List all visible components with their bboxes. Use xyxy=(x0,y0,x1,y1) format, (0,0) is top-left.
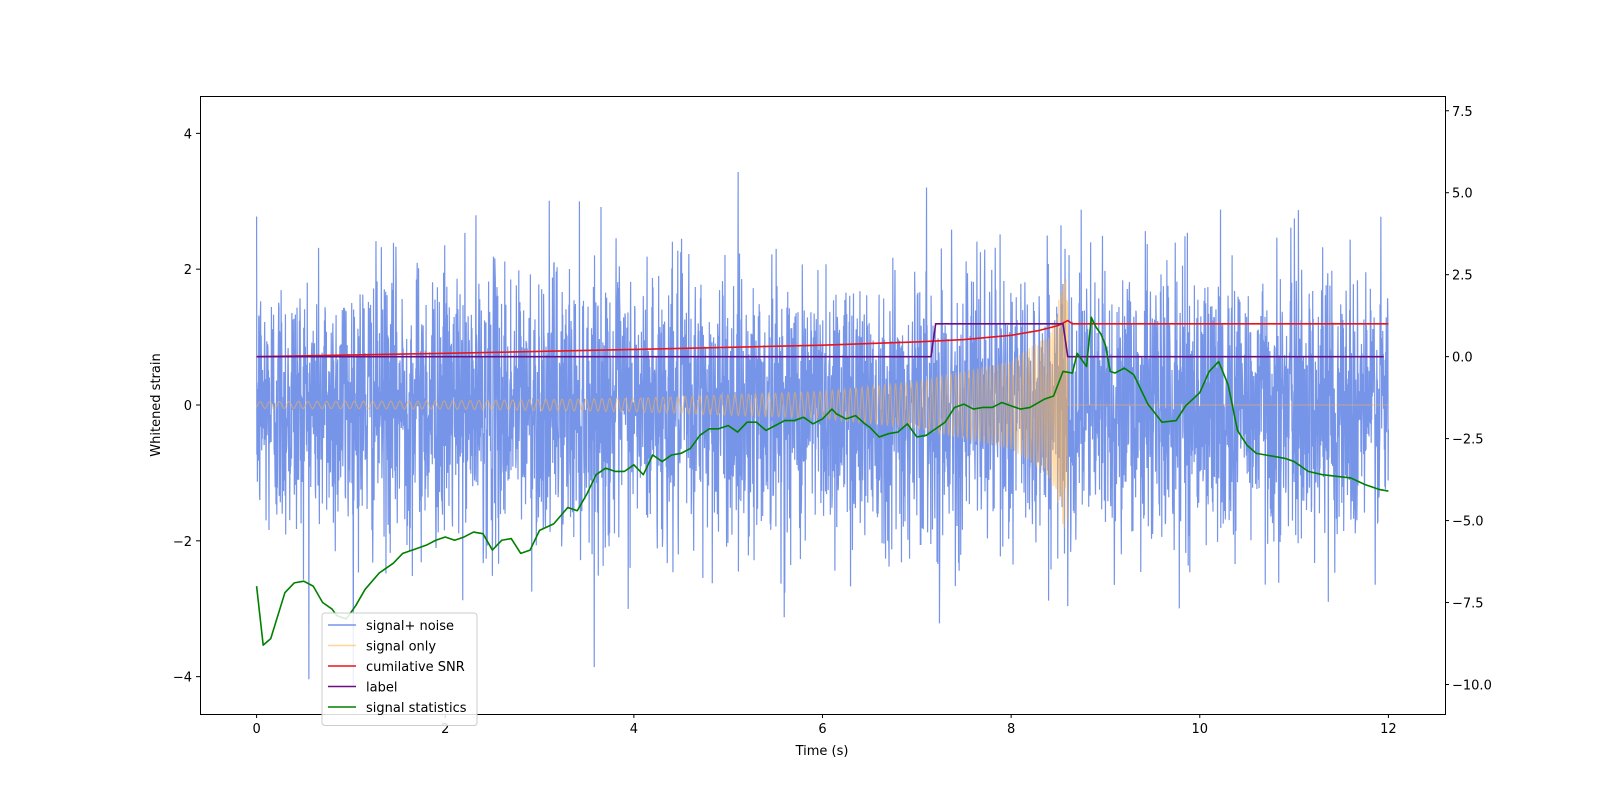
legend-label: label xyxy=(366,681,397,696)
y-tick-label: −2 xyxy=(173,535,192,550)
y-tick-label: 0 xyxy=(184,399,192,414)
y2-tick-label: 5.0 xyxy=(1452,187,1473,202)
y2-tick-label: −10.0 xyxy=(1452,678,1492,693)
x-tick-label: 2 xyxy=(441,722,449,737)
series-line-cumilative-snr xyxy=(256,319,1389,358)
y-tick-label: 4 xyxy=(184,127,192,142)
series-layer xyxy=(255,172,1390,687)
x-tick-label: 12 xyxy=(1380,722,1397,737)
series-line-signal-statistics xyxy=(255,316,1389,646)
x-tick-label: 0 xyxy=(252,722,260,737)
x-tick-label: 6 xyxy=(818,722,826,737)
legend-box xyxy=(321,612,478,726)
y2-tick-label: −2.5 xyxy=(1452,433,1484,448)
y2-tick-label: 7.5 xyxy=(1452,105,1473,120)
legend: signal+ noise signal only cumilative SNR la… xyxy=(321,612,478,726)
legend-label: signal+ noise xyxy=(366,619,454,634)
y2-tick-label: 2.5 xyxy=(1452,269,1473,284)
x-tick-label: 10 xyxy=(1191,722,1208,737)
legend-label: cumilative SNR xyxy=(366,660,465,675)
y2-tick-label: 0.0 xyxy=(1452,351,1473,366)
x-axis-label: Time (s) xyxy=(795,744,849,759)
axes-layer: 0 2 4 6 8 10 12 −4 −2 0 2 4 −10.0 −7.5 −5.0 −2.5 0.0 2.5 5… xyxy=(173,105,1492,737)
x-tick-label: 4 xyxy=(630,722,638,737)
y2-tick-label: −5.0 xyxy=(1452,515,1484,530)
legend-label: signal only xyxy=(366,640,436,655)
series-line-signal-only xyxy=(256,279,1389,529)
y2-tick-label: −7.5 xyxy=(1452,597,1484,612)
x-tick-label: 8 xyxy=(1007,722,1015,737)
series-line-signal-noise xyxy=(255,172,1390,687)
y-tick-label: −4 xyxy=(173,671,192,686)
series-line-label xyxy=(256,323,1384,358)
legend-label: signal statistics xyxy=(366,701,467,716)
y-axis-label: Whitened strain xyxy=(149,353,164,456)
y-tick-label: 2 xyxy=(184,263,192,278)
